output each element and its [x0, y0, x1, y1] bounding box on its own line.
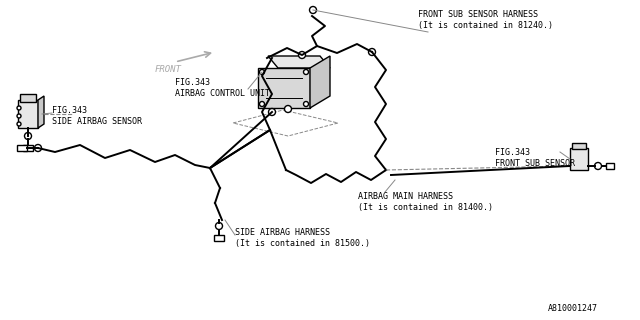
Text: AIRBAG CONTROL UNIT: AIRBAG CONTROL UNIT [175, 89, 270, 98]
Polygon shape [258, 68, 310, 108]
Text: SIDE AIRBAG HARNESS: SIDE AIRBAG HARNESS [235, 228, 330, 237]
Text: FRONT: FRONT [155, 65, 182, 74]
Circle shape [17, 114, 21, 118]
Circle shape [17, 122, 21, 126]
Circle shape [259, 69, 264, 75]
Circle shape [310, 6, 317, 13]
Polygon shape [38, 96, 44, 128]
Text: AIRBAG MAIN HARNESS: AIRBAG MAIN HARNESS [358, 192, 453, 201]
Circle shape [285, 106, 291, 113]
Bar [20, 94, 36, 102]
Bar [17, 145, 27, 151]
Polygon shape [268, 56, 330, 68]
Circle shape [595, 163, 602, 170]
Circle shape [369, 49, 376, 55]
Text: (It is contained in 81400.): (It is contained in 81400.) [358, 203, 493, 212]
Bar [18, 100, 38, 128]
Bar [606, 163, 614, 169]
Text: FIG.343: FIG.343 [495, 148, 530, 157]
Text: FRONT SUB SENSOR: FRONT SUB SENSOR [495, 159, 575, 168]
Circle shape [269, 108, 275, 116]
Text: (It is contained in 81500.): (It is contained in 81500.) [235, 239, 370, 248]
Circle shape [24, 132, 31, 140]
Circle shape [298, 52, 305, 59]
Text: SIDE AIRBAG SENSOR: SIDE AIRBAG SENSOR [52, 117, 142, 126]
Bar [214, 235, 224, 241]
Bar [572, 143, 586, 149]
Text: (It is contained in 81240.): (It is contained in 81240.) [418, 21, 553, 30]
Circle shape [259, 101, 264, 107]
Circle shape [35, 145, 42, 151]
Circle shape [17, 106, 21, 110]
Text: A810001247: A810001247 [548, 304, 598, 313]
Bar [23, 145, 33, 151]
Circle shape [216, 222, 223, 229]
Bar [570, 148, 588, 170]
Circle shape [303, 101, 308, 107]
Polygon shape [310, 56, 330, 108]
Text: FRONT SUB SENSOR HARNESS: FRONT SUB SENSOR HARNESS [418, 10, 538, 19]
Circle shape [303, 69, 308, 75]
Text: FIG.343: FIG.343 [52, 106, 87, 115]
Text: FIG.343: FIG.343 [175, 78, 210, 87]
